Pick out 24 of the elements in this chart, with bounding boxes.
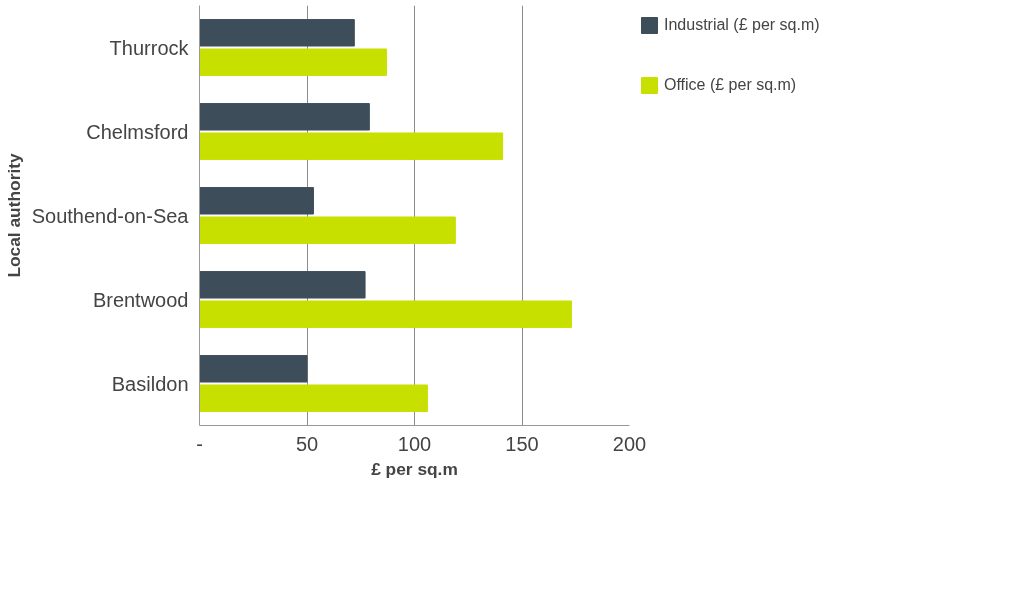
legend-label: Industrial (£ per sq.m) <box>664 16 820 34</box>
bar <box>199 48 388 76</box>
bar <box>199 187 314 215</box>
bar <box>199 384 428 412</box>
x-tick-label: 100 <box>397 432 432 455</box>
bar <box>199 355 308 383</box>
y-axis-title: Local authority <box>3 153 24 278</box>
bar <box>199 300 572 328</box>
y-tick-label: Basildon <box>111 372 189 395</box>
bar <box>199 103 370 131</box>
legend-label: Office (£ per sq.m) <box>664 76 797 94</box>
y-tick-label: Chelmsford <box>86 120 189 143</box>
y-tick-label: Southend-on-Sea <box>31 204 190 227</box>
x-tick-label: 50 <box>295 432 319 455</box>
x-axis-title: £ per sq.m <box>371 458 458 479</box>
bar <box>199 19 355 47</box>
x-tick-label: 150 <box>505 432 539 455</box>
bar <box>199 216 456 244</box>
x-tick-label: 200 <box>612 432 647 455</box>
bar <box>199 132 504 160</box>
y-tick-label: Thurrock <box>109 36 190 59</box>
x-tick-label: - <box>196 432 203 455</box>
bar <box>199 271 366 299</box>
y-tick-label: Brentwood <box>92 288 189 311</box>
